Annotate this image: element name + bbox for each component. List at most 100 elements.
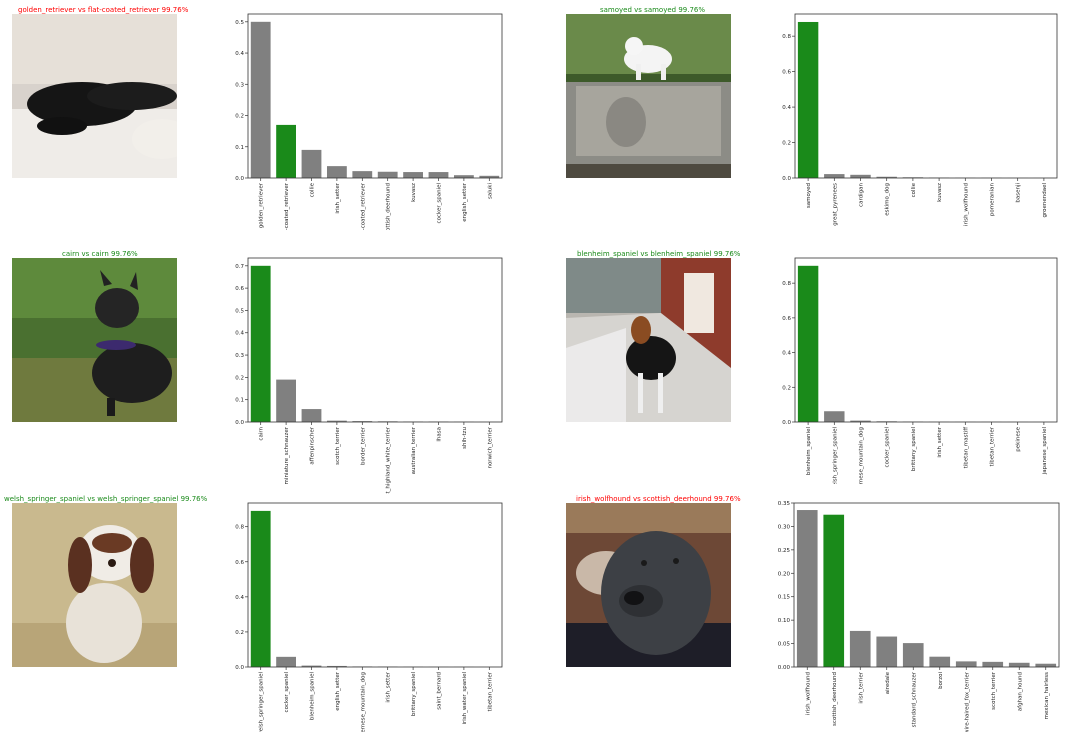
bar: [250, 21, 271, 179]
x-tick-label: irish_water_spaniel: [462, 672, 468, 725]
plot-frame: [247, 13, 503, 179]
y-tick-label: 0.1: [235, 398, 244, 404]
dog-photo: [12, 14, 177, 178]
x-tick-label: irish_setter: [335, 182, 341, 213]
y-tick-label: 0.6: [782, 70, 791, 76]
bar: [902, 643, 924, 667]
y-tick-label: 0.25: [778, 548, 791, 554]
y-tick-label: 0.00: [778, 665, 791, 671]
image-title: golden_retriever vs flat-coated_retrieve…: [18, 6, 189, 14]
bar: [797, 265, 819, 422]
image-title: cairn vs cairn 99.76%: [62, 250, 138, 258]
x-tick-label: australian_terrier: [411, 426, 417, 474]
bar: [850, 420, 871, 422]
y-tick-label: 0.30: [778, 524, 791, 530]
terrier-photo-icon: [12, 258, 177, 422]
y-tick-label: 0.8: [235, 525, 244, 531]
springer-photo-icon: [12, 503, 177, 667]
x-tick-label: mexican_hairless: [1044, 672, 1050, 719]
y-tick-label: 0.0: [782, 176, 791, 182]
x-tick-label: airedale: [885, 671, 891, 694]
y-tick-label: 0.0: [782, 420, 791, 426]
y-tick-label: 0.4: [235, 595, 244, 601]
x-tick-label: standard_schnauzer: [911, 671, 917, 727]
x-tick-label: irish_terrier: [858, 671, 864, 703]
dog-photo: [12, 503, 177, 667]
bar: [326, 665, 347, 667]
x-tick-label: saint_bernard: [437, 672, 443, 710]
bar: [824, 411, 845, 422]
x-tick-label: cairn: [259, 426, 265, 440]
bar: [849, 630, 871, 667]
plot-frame: [793, 502, 1060, 668]
bar: [403, 172, 423, 178]
y-tick-label: 0.4: [782, 351, 791, 357]
x-tick-label: kuvasz: [937, 183, 943, 202]
plot-frame: [247, 502, 503, 668]
bar: [326, 420, 347, 422]
black-dog-photo-icon: [12, 14, 177, 178]
x-tick-label: kuvasz: [411, 183, 417, 202]
y-tick-label: 0.4: [235, 331, 244, 337]
x-tick-label: groenendael: [1042, 183, 1048, 218]
x-tick-label: wire-haired_fox_terrier: [964, 671, 970, 732]
x-tick-label: affenpinscher: [310, 426, 316, 464]
x-tick-label: irish_setter: [386, 671, 392, 702]
x-tick-label: scotch_terrier: [335, 426, 341, 465]
x-tick-label: bernese_mountain_dog: [360, 672, 366, 732]
x-tick-label: shih-tzu: [462, 427, 468, 449]
x-tick-label: golden_retriever: [259, 182, 265, 228]
x-tick-label: scottish_deerhound: [386, 183, 392, 230]
x-tick-label: blenheim_spaniel: [310, 672, 316, 721]
bar: [352, 421, 373, 422]
y-tick-label: 0.4: [235, 51, 244, 57]
bar-chart: 0.0 0.1 0.2 0.3 0.4 0.5 golden_retriever flat-c…: [235, 13, 503, 230]
y-tick-label: 0.10: [778, 618, 791, 624]
bar-chart: 0.0 0.2 0.4 0.6 0.8 samoyed great_pyrenees card…: [782, 13, 1058, 226]
bar: [982, 661, 1004, 667]
y-tick-label: 0.8: [782, 34, 791, 40]
x-tick-label: lhasa: [437, 427, 443, 442]
x-tick-label: curly-coated_retriever: [360, 182, 366, 230]
y-tick-label: 0.0: [235, 420, 244, 426]
bar: [1035, 663, 1057, 667]
plot-frame: [794, 257, 1058, 423]
x-tick-label: flat-coated_retriever: [284, 182, 290, 230]
x-tick-label: brittany_spaniel: [911, 427, 917, 472]
y-tick-label: 0.3: [235, 353, 244, 359]
bar: [1008, 662, 1030, 667]
x-tick-label: brittany_spaniel: [411, 672, 417, 717]
bar: [301, 409, 322, 422]
x-tick-label: tibetan_terrier: [990, 426, 996, 466]
y-tick-label: 0.5: [235, 308, 244, 314]
dog-photo: [566, 258, 731, 422]
x-tick-label: eskimo_dog: [885, 183, 891, 216]
spaniel-photo-icon: [566, 258, 731, 422]
bar: [876, 176, 897, 178]
bar: [929, 656, 951, 667]
x-tick-label: west_highland_white_terrier: [386, 426, 392, 494]
bar-chart: 0.0 0.2 0.4 0.6 0.8 welsh_springer_spaniel coc…: [235, 502, 503, 732]
y-tick-label: 0.4: [782, 105, 791, 111]
x-tick-label: saluki: [487, 183, 493, 199]
y-tick-label: 0.0: [235, 665, 244, 671]
x-tick-label: afghan_hound: [1017, 672, 1023, 711]
y-tick-label: 0.8: [782, 281, 791, 287]
bar: [453, 175, 474, 178]
x-tick-label: scottish_deerhound: [832, 672, 838, 726]
x-tick-label: borzoi: [938, 672, 944, 689]
x-tick-label: bernese_mountain_dog: [859, 427, 865, 484]
bar-chart: 0.0 0.2 0.4 0.6 0.8 blenheim_spaniel welsh_spr…: [782, 257, 1058, 484]
x-tick-label: japanese_spaniel: [1042, 427, 1048, 476]
x-tick-label: samoyed: [806, 183, 812, 208]
bar: [301, 149, 322, 178]
x-tick-label: welsh_springer_spaniel: [832, 427, 838, 484]
white-dog-photo-icon: [566, 14, 731, 178]
y-tick-label: 0.05: [778, 642, 791, 648]
x-tick-label: irish_wolfhound: [963, 183, 969, 226]
bar: [377, 171, 398, 178]
y-tick-label: 0.2: [235, 630, 244, 636]
x-tick-label: cardigan: [859, 182, 865, 206]
bar: [352, 171, 373, 178]
x-tick-label: miniature_schnauzer: [284, 426, 290, 484]
